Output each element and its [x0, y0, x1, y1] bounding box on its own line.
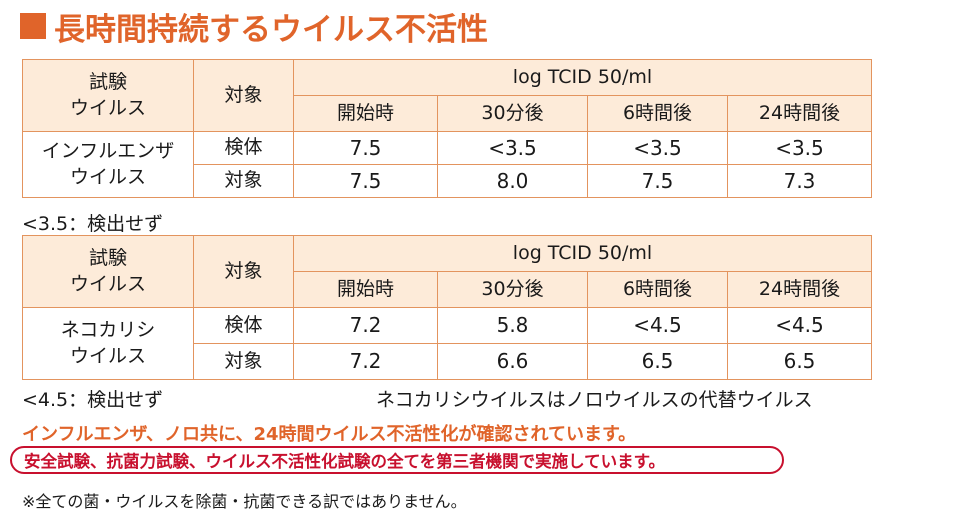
header-time: 30分後 — [437, 95, 588, 132]
row-label: 対象 — [193, 164, 294, 198]
square-bullet-icon — [20, 13, 46, 39]
substitute-virus-note: ネコカリシウイルスはノロウイルスの代替ウイルス — [376, 389, 813, 411]
header-time: 24時間後 — [727, 271, 872, 308]
virus-name-cell: ネコカリシ ウイルス — [22, 307, 194, 380]
header-target: 対象 — [193, 235, 294, 308]
table-footnote: <4.5：検出せず — [22, 389, 164, 411]
header-time: 6時間後 — [587, 95, 728, 132]
header-time: 24時間後 — [727, 95, 872, 132]
value-cell: <4.5 — [727, 307, 872, 344]
value-cell: 6.5 — [587, 343, 728, 380]
value-cell: <3.5 — [587, 131, 728, 165]
third-party-text: 安全試験、抗菌力試験、ウイルス不活性化試験の全てを第三者機関で実施しています。 — [24, 452, 666, 471]
calicivirus-results-table: 試験 ウイルス 対象 log TCID 50/ml 開始時 30分後 6時間後 … — [22, 235, 872, 380]
header-unit: log TCID 50/ml — [293, 235, 872, 272]
page-title-text: 長時間持続するウイルス不活性 — [54, 11, 488, 48]
value-cell: 8.0 — [437, 164, 588, 198]
value-cell: <4.5 — [587, 307, 728, 344]
header-test-virus: 試験 ウイルス — [22, 59, 194, 132]
row-label: 対象 — [193, 343, 294, 380]
header-unit: log TCID 50/ml — [293, 59, 872, 96]
value-cell: 6.6 — [437, 343, 588, 380]
header-time: 開始時 — [293, 95, 438, 132]
value-cell: 7.2 — [293, 307, 438, 344]
conclusion-text: インフルエンザ、ノロ共に、24時間ウイルス不活性化が確認されています。 — [22, 424, 637, 445]
influenza-results-table: 試験 ウイルス 対象 log TCID 50/ml 開始時 30分後 6時間後 … — [22, 59, 872, 198]
header-target: 対象 — [193, 59, 294, 132]
row-label: 検体 — [193, 307, 294, 344]
value-cell: 5.8 — [437, 307, 588, 344]
value-cell: <3.5 — [437, 131, 588, 165]
third-party-testing-banner: 安全試験、抗菌力試験、ウイルス不活性化試験の全てを第三者機関で実施しています。 — [10, 446, 784, 474]
header-test-virus: 試験 ウイルス — [22, 235, 194, 308]
value-cell: 7.5 — [293, 164, 438, 198]
value-cell: <3.5 — [727, 131, 872, 165]
value-cell: 7.2 — [293, 343, 438, 380]
table-footnote: <3.5：検出せず — [22, 213, 164, 235]
virus-name-cell: インフルエンザ ウイルス — [22, 131, 194, 198]
disclaimer-text: ※全ての菌・ウイルスを除菌・抗菌できる訳ではありません。 — [22, 492, 467, 511]
header-time: 6時間後 — [587, 271, 728, 308]
row-label: 検体 — [193, 131, 294, 165]
value-cell: 7.5 — [587, 164, 728, 198]
value-cell: 7.5 — [293, 131, 438, 165]
value-cell: 6.5 — [727, 343, 872, 380]
header-time: 開始時 — [293, 271, 438, 308]
value-cell: 7.3 — [727, 164, 872, 198]
header-time: 30分後 — [437, 271, 588, 308]
page-title: 長時間持続するウイルス不活性 — [20, 4, 488, 48]
